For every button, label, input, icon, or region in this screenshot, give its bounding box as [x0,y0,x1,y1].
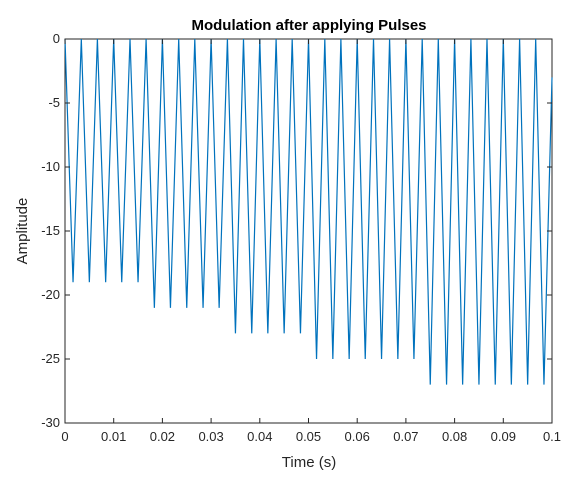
series-line [64,38,553,385]
x-tick-label: 0.09 [491,429,516,444]
chart-title: Modulation after applying Pulses [191,17,426,34]
y-tick-label: 0 [53,31,60,46]
x-axis-label: Time (s) [282,454,336,471]
x-tick-label: 0.07 [393,429,418,444]
x-tick-label: 0.06 [345,429,370,444]
x-tick-label: 0.05 [296,429,321,444]
x-tick-label: 0.04 [247,429,272,444]
x-tick-label: 0.1 [543,429,561,444]
x-tick-label: 0.01 [101,429,126,444]
x-tick-label: 0.08 [442,429,467,444]
y-axis-label: Amplitude [14,198,31,265]
x-tick-label: 0 [61,429,68,444]
x-tick-label: 0.03 [198,429,223,444]
plot-area: 0 0.01 0.02 0.03 0.04 0.05 0.06 0.07 0.08 0.09 0.1… [41,31,561,444]
series-layer [64,38,553,385]
x-tick-label: 0.02 [150,429,175,444]
y-tick-label: -5 [48,95,60,110]
y-tick-label: -20 [41,287,60,302]
ticks-layer: 0 0.01 0.02 0.03 0.04 0.05 0.06 0.07 0.08 0.09 0.1… [41,31,561,444]
y-tick-label: -10 [41,159,60,174]
y-tick-label: -25 [41,351,60,366]
y-tick-label: -15 [41,223,60,238]
y-tick-label: -30 [41,415,60,430]
